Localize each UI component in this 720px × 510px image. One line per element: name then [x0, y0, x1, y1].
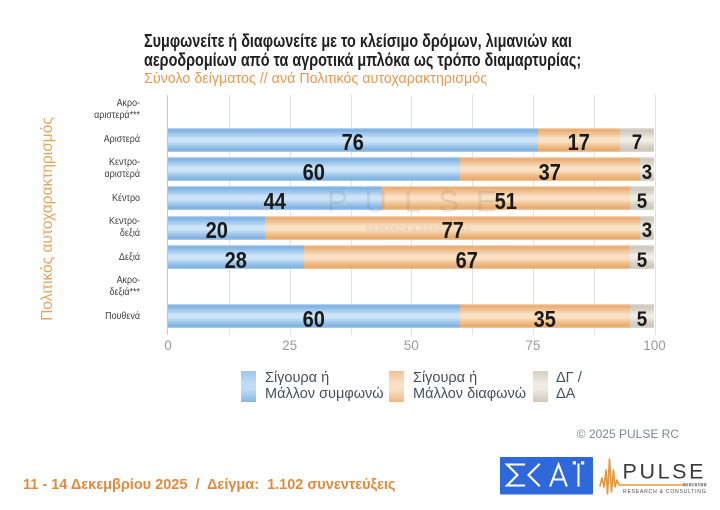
svg-text:RESEARCH & CONSULTING: RESEARCH & CONSULTING — [623, 489, 707, 495]
svg-text:PULSE: PULSE — [623, 460, 707, 484]
